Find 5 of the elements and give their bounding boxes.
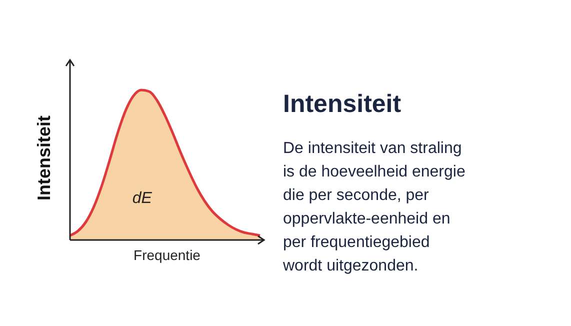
text: Intensiteit (283, 90, 402, 118)
annotation: dE (132, 190, 152, 207)
x-axis-title: Frequentie (134, 247, 201, 263)
y-axis-title: Intensiteit (34, 115, 54, 201)
text: De intensiteit van straling is de hoeveelheid energie die per seconde, per oppervlakte-eenheid en per frequentiegebied wordt uitgezonden. (282, 140, 466, 274)
